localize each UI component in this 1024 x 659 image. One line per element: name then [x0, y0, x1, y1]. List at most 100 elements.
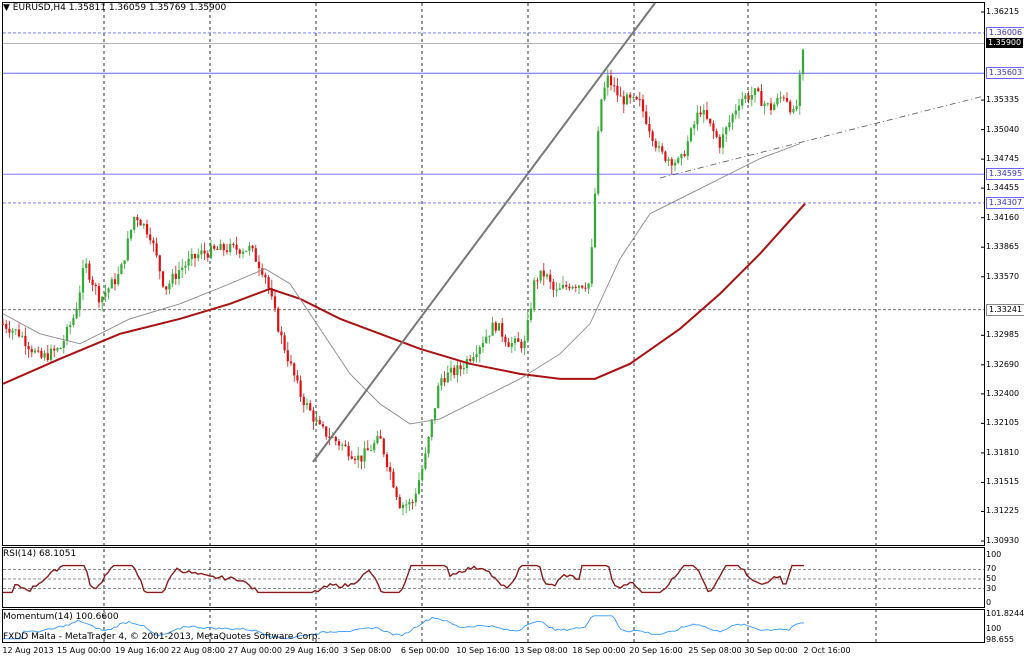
- hline-5-tag: 1.33241: [986, 303, 1024, 316]
- current-price-tag: 1.35900: [986, 37, 1024, 48]
- candle-body: [251, 245, 254, 249]
- candle-body: [475, 354, 478, 357]
- candle-body: [171, 273, 174, 284]
- rsi-label: 70: [986, 564, 997, 574]
- candle-body: [597, 131, 600, 194]
- candle-body: [737, 105, 741, 111]
- ma-slow-line: [2, 203, 806, 385]
- time-label: 22 Aug 08:00: [171, 646, 225, 655]
- candle-body: [462, 368, 465, 370]
- candle-body: [155, 243, 158, 256]
- candle-body: [718, 136, 721, 148]
- candle-body: [1, 323, 5, 325]
- candle-body: [616, 85, 619, 96]
- candle-body: [421, 468, 424, 481]
- candle-body: [72, 318, 75, 326]
- candle-body: [661, 146, 664, 152]
- candle-body: [395, 487, 398, 498]
- candle-body: [469, 358, 472, 361]
- momentum-label: 98.655: [986, 635, 1014, 644]
- candle-body: [673, 162, 677, 166]
- candle-body: [174, 273, 177, 279]
- candle-body: [382, 438, 385, 455]
- candle-body: [709, 118, 712, 124]
- candle-body: [664, 151, 667, 161]
- candle-body: [497, 323, 501, 331]
- candle-body: [645, 111, 648, 124]
- trendline-up: [312, 2, 656, 463]
- candle-body: [443, 378, 446, 383]
- candle-body: [411, 501, 414, 503]
- candle-body: [699, 112, 702, 115]
- candle-body: [91, 279, 94, 285]
- candle-body: [213, 245, 216, 249]
- candle-body: [200, 250, 203, 255]
- candle-body: [702, 110, 705, 115]
- candle-body: [88, 263, 91, 280]
- candle-body: [542, 270, 545, 277]
- candle-body: [81, 268, 85, 293]
- candle-body: [392, 471, 395, 488]
- candle-body: [734, 110, 737, 115]
- candle-body: [337, 441, 341, 446]
- candle-body: [677, 158, 680, 163]
- candle-body: [728, 122, 731, 128]
- candle-body: [197, 254, 200, 259]
- candle-body: [139, 220, 142, 226]
- momentum-label: 100: [986, 623, 1002, 633]
- momentum-line: [3, 615, 805, 640]
- candle-body: [264, 274, 267, 278]
- candle-body: [536, 280, 539, 282]
- time-label: 18 Sep 00:00: [572, 646, 626, 655]
- candle-body: [577, 285, 581, 288]
- candle-body: [49, 348, 53, 360]
- candle-body: [782, 97, 785, 99]
- candle-body: [459, 365, 462, 370]
- candle-body: [270, 288, 273, 297]
- candle-body: [641, 99, 645, 112]
- candle-body: [385, 454, 389, 467]
- candle-body: [696, 112, 699, 125]
- candle-body: [600, 99, 603, 132]
- candle-body: [776, 97, 779, 105]
- candle-body: [433, 408, 437, 420]
- candle-body: [549, 274, 552, 282]
- candle-body: [120, 264, 123, 275]
- candle-body: [629, 94, 632, 98]
- candle-body: [53, 348, 56, 351]
- candle-body: [302, 396, 305, 406]
- candle-body: [152, 240, 155, 244]
- candle-body: [369, 450, 373, 452]
- hline-4-tag: 1.34307: [986, 196, 1024, 209]
- candle-body: [632, 96, 635, 98]
- candle-body: [638, 99, 641, 101]
- candle-body: [325, 426, 328, 437]
- candle-body: [574, 286, 577, 288]
- candle-body: [789, 101, 792, 113]
- candle-body: [747, 95, 750, 100]
- price-label: 1.36215: [986, 7, 1020, 16]
- candle-body: [40, 350, 43, 358]
- candle-body: [373, 443, 376, 451]
- price-label: 1.31515: [986, 477, 1020, 487]
- price-label: 1.34455: [986, 183, 1020, 193]
- candle-body: [760, 91, 763, 106]
- candle-body: [17, 329, 21, 337]
- candle-body: [561, 284, 565, 289]
- candle-body: [190, 253, 193, 259]
- price-label: 1.34160: [986, 212, 1020, 222]
- candle-body: [257, 261, 261, 269]
- candle-body: [731, 114, 734, 123]
- time-label: 20 Sep 16:00: [629, 646, 683, 655]
- candle-body: [533, 280, 536, 309]
- candle-body: [318, 419, 321, 425]
- candle-body: [670, 159, 673, 166]
- candle-body: [766, 103, 769, 105]
- candle-body: [273, 296, 277, 309]
- candle-body: [366, 448, 369, 451]
- dropdown-triangle-icon[interactable]: ▼: [3, 3, 10, 13]
- candle-body: [203, 250, 206, 254]
- candle-body: [763, 103, 766, 106]
- candle-body: [165, 286, 168, 290]
